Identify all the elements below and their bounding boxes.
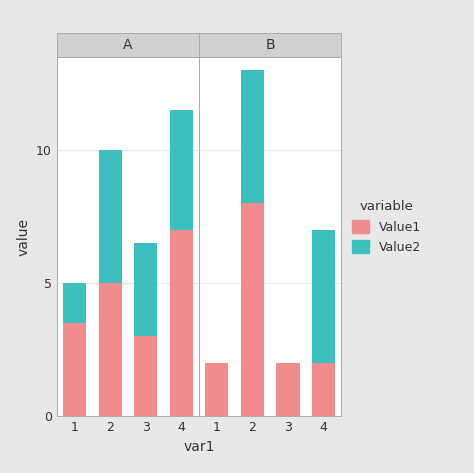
Bar [63,283,86,323]
FancyBboxPatch shape [57,34,199,57]
Bar [312,363,335,416]
Bar [99,150,122,283]
FancyBboxPatch shape [199,34,341,57]
Bar [205,363,228,416]
Text: var1: var1 [183,440,215,454]
Text: B: B [265,38,275,52]
Bar [99,283,122,416]
Y-axis label: value: value [17,218,31,255]
Bar [312,230,335,363]
Legend: Value1, Value2: Value1, Value2 [352,200,421,254]
Text: A: A [123,38,133,52]
Bar [276,363,300,416]
Bar [170,230,193,416]
Bar [134,243,157,336]
Bar [63,323,86,416]
Bar [241,203,264,416]
Bar [170,110,193,230]
Bar [134,336,157,416]
Bar [241,70,264,203]
